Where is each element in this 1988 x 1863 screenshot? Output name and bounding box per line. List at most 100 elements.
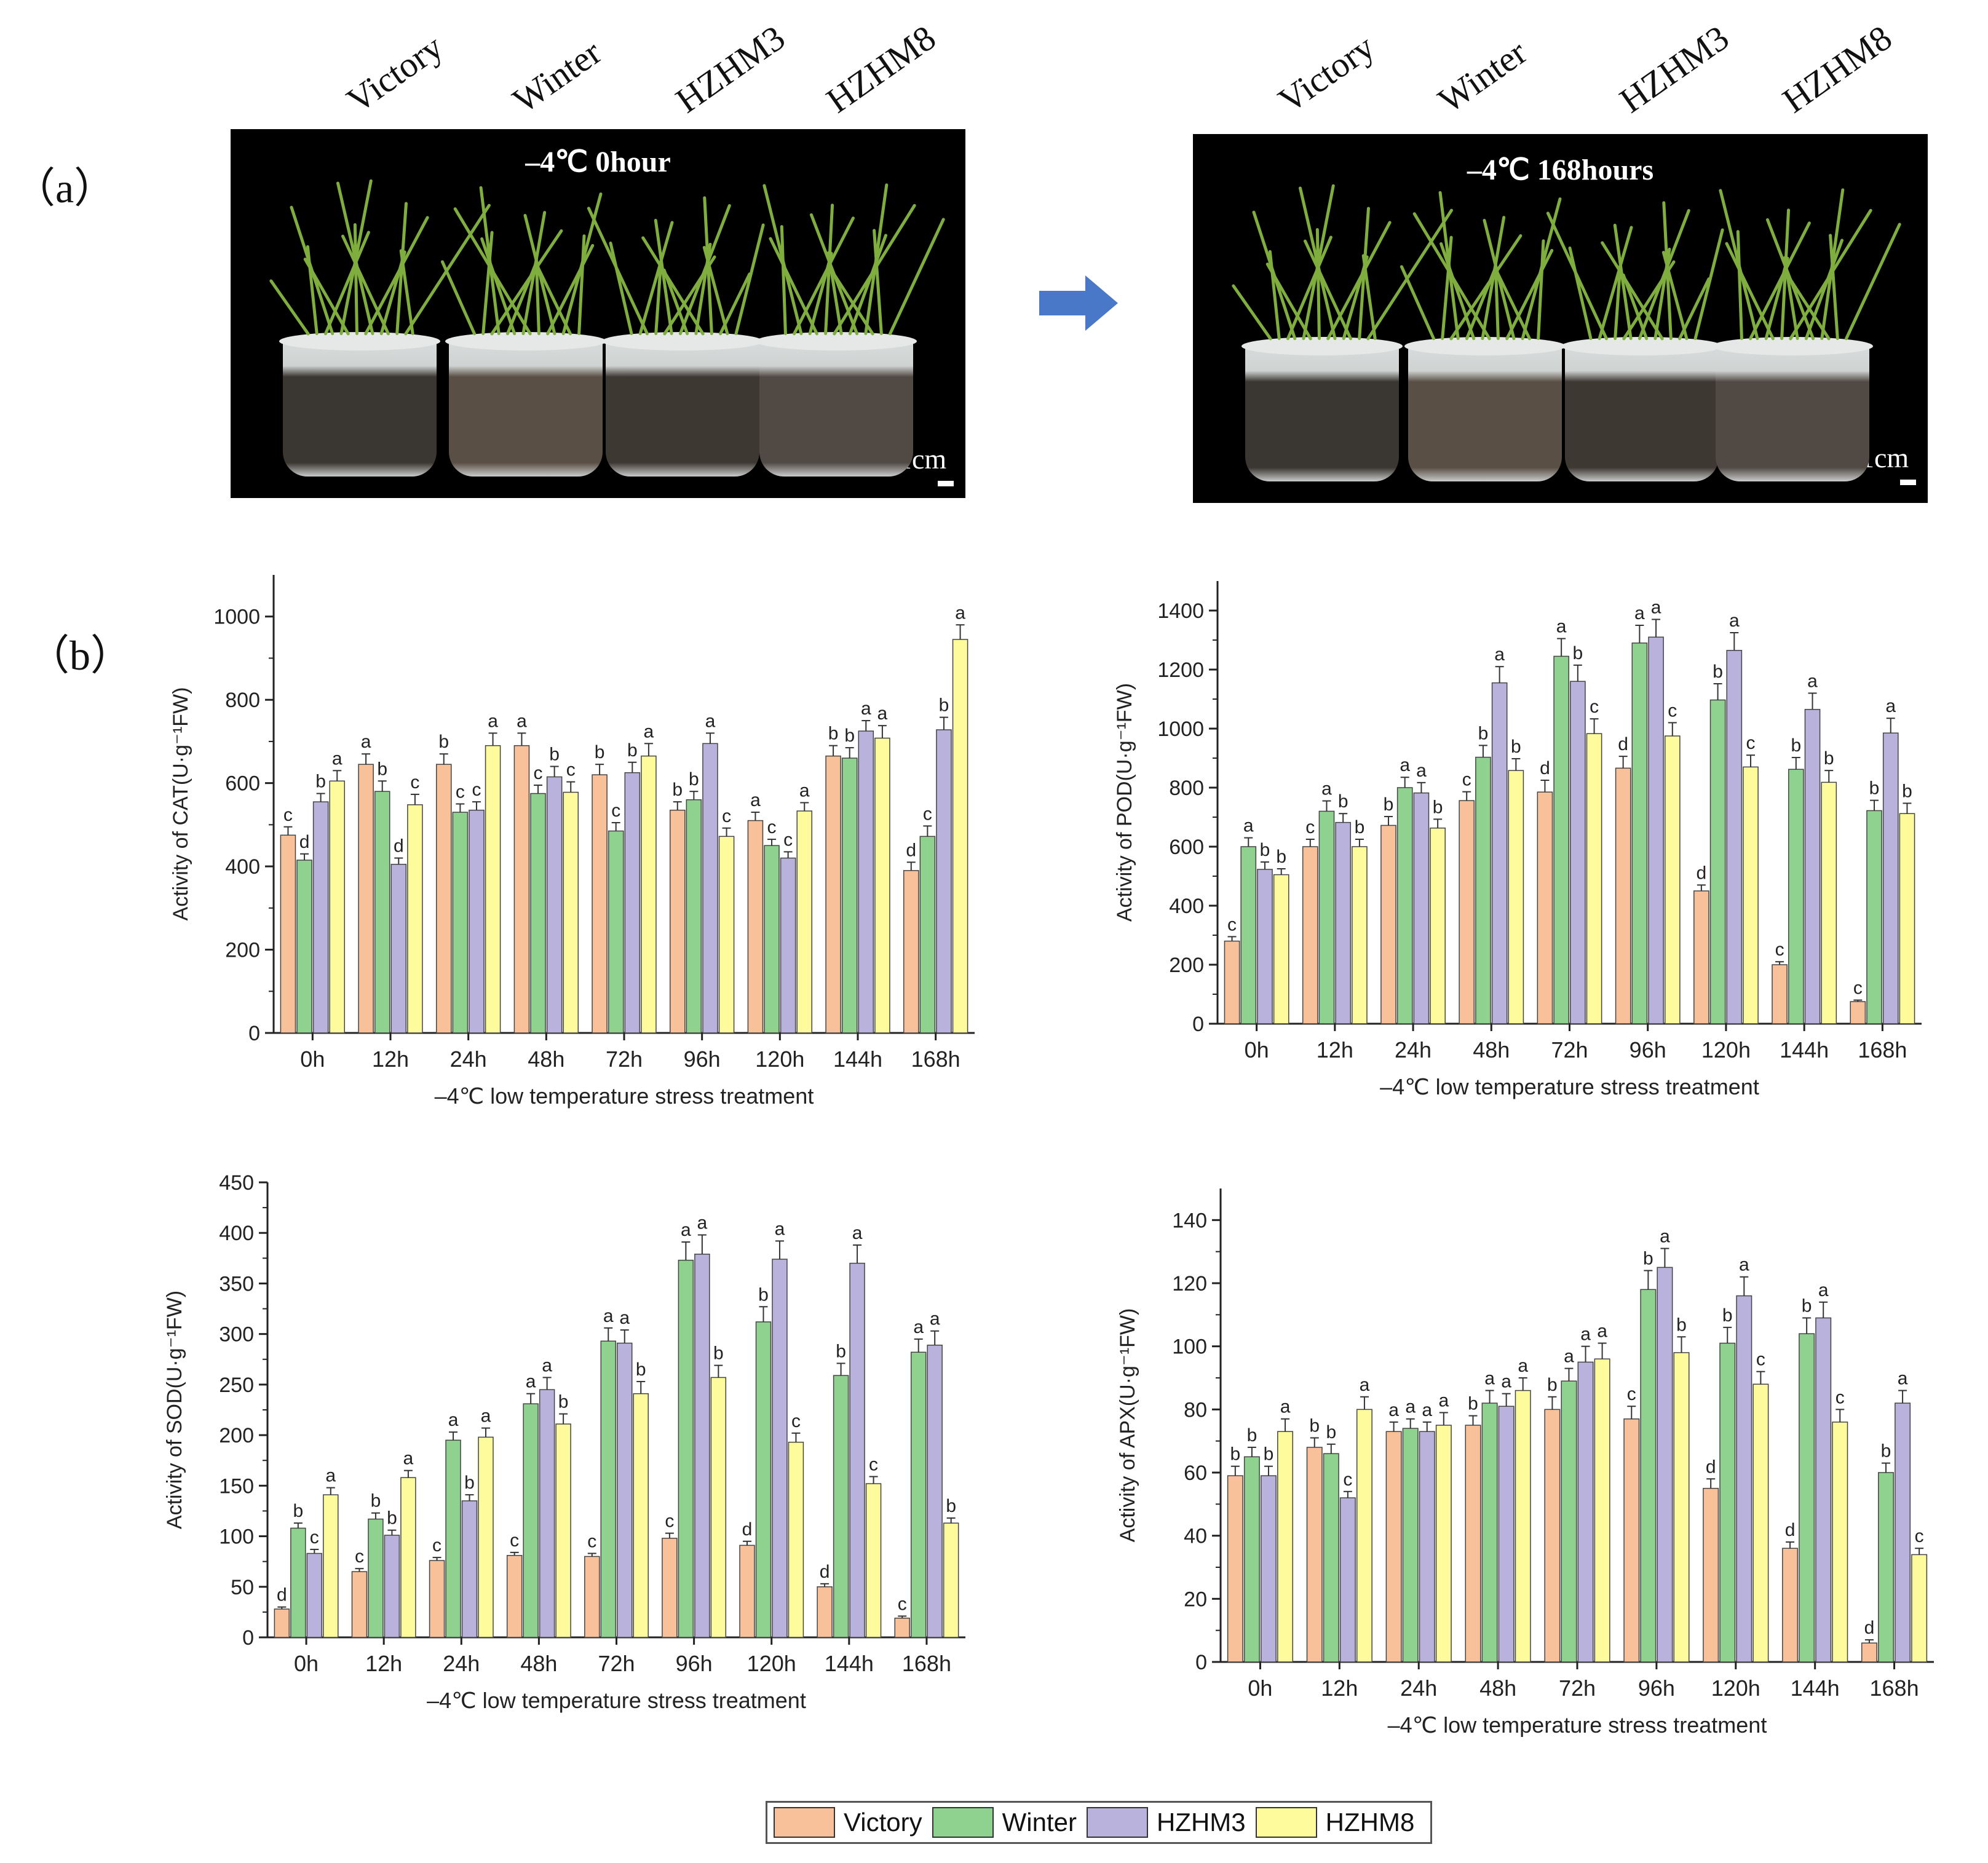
bar-hzhm3 [1726, 650, 1743, 1024]
bar-hzhm3 [312, 801, 329, 1034]
significance-letter: c [1668, 700, 1677, 721]
bar-hzhm8 [555, 1423, 571, 1638]
bar-victory [1459, 800, 1475, 1024]
significance-letter: b [315, 772, 326, 792]
significance-letter: c [722, 806, 731, 826]
bar-winter [452, 812, 469, 1034]
bar-winter [374, 791, 390, 1034]
bar-hzhm8 [788, 1441, 804, 1638]
bar-hzhm8 [1273, 874, 1289, 1024]
y-tick-label: 50 [231, 1576, 254, 1599]
grass-blade [440, 259, 477, 336]
x-tick-label: 168h [902, 1651, 951, 1676]
bar-winter [1402, 1428, 1419, 1663]
bar-winter [919, 836, 936, 1034]
bar-hzhm3 [1339, 1497, 1356, 1663]
bar-hzhm3 [1577, 1361, 1594, 1663]
bar-hzhm8 [718, 836, 735, 1034]
significance-letter: c [869, 1455, 878, 1475]
grass-blade [399, 249, 414, 336]
x-tick-label: 96h [1630, 1037, 1666, 1062]
bar-hzhm3 [1260, 1475, 1277, 1663]
significance-letter: a [1580, 1324, 1591, 1345]
significance-letter: d [1697, 863, 1707, 883]
y-tick-label: 200 [225, 939, 260, 962]
bar-victory [1465, 1425, 1481, 1663]
bar-hzhm3 [1882, 732, 1899, 1024]
significance-letter: d [1785, 1520, 1796, 1540]
bar-hzhm8 [407, 804, 423, 1034]
legend-label-hzhm3: HZHM3 [1156, 1808, 1246, 1837]
x-tick-label: 48h [1473, 1037, 1510, 1062]
significance-letter: c [1756, 1350, 1765, 1370]
plant-pot [449, 338, 603, 477]
y-tick-label: 0 [1195, 1651, 1207, 1674]
x-axis-title: –4℃ low temperature stress treatment [427, 1688, 806, 1713]
y-tick-label: 120 [1172, 1272, 1207, 1295]
significance-letter: a [930, 1309, 940, 1329]
bar-victory [1850, 1001, 1866, 1024]
significance-letter: b [1869, 778, 1880, 799]
bar-winter [755, 1321, 772, 1638]
bar-winter [600, 1340, 616, 1638]
significance-letter: a [705, 711, 716, 731]
significance-letter: b [672, 780, 683, 800]
grass-blade [1546, 211, 1609, 341]
y-tick-label: 1000 [213, 606, 260, 629]
significance-letter: c [611, 801, 620, 821]
x-tick-label: 168h [1870, 1675, 1919, 1701]
x-tick-label: 144h [1780, 1037, 1829, 1062]
significance-letter: a [1484, 1369, 1495, 1389]
bar-victory [506, 1555, 523, 1638]
significance-letter: b [1478, 723, 1489, 743]
bar-hzhm8 [1899, 813, 1915, 1024]
significance-letter: c [1746, 733, 1756, 753]
y-tick-label: 150 [219, 1474, 254, 1498]
legend-swatch-hzhm8 [1255, 1807, 1317, 1838]
bar-winter [296, 860, 312, 1034]
significance-letter: d [1540, 758, 1550, 778]
y-tick-label: 200 [1169, 954, 1204, 977]
significance-letter: b [1433, 797, 1443, 817]
y-tick-label: 80 [1184, 1398, 1207, 1422]
bar-victory [1224, 940, 1240, 1024]
bar-hzhm3 [936, 729, 952, 1034]
significance-letter: b [1264, 1444, 1274, 1465]
significance-letter: b [713, 1343, 724, 1364]
x-tick-label: 96h [1638, 1675, 1675, 1701]
bar-winter [764, 845, 780, 1034]
grass-blade [341, 234, 390, 336]
significance-letter: d [742, 1519, 753, 1540]
significance-letter: b [627, 740, 638, 761]
bar-winter [1799, 1333, 1815, 1663]
bar-hzhm8 [485, 745, 501, 1034]
plant-pot-rim [756, 332, 917, 350]
bar-hzhm3 [1419, 1431, 1435, 1663]
significance-letter: a [1400, 755, 1410, 775]
x-tick-label: 12h [1321, 1675, 1358, 1701]
plant-pot-rim [1561, 337, 1722, 355]
significance-letter: a [861, 698, 871, 719]
bar-victory [1782, 1548, 1799, 1663]
significance-letter: a [1243, 816, 1254, 836]
significance-letter: b [1511, 737, 1521, 757]
bar-winter [1323, 1453, 1339, 1663]
grass-blade [768, 236, 819, 336]
bar-hzhm3 [858, 730, 874, 1034]
plant-pot-rim [1404, 337, 1566, 355]
bar-winter [1553, 655, 1569, 1024]
bar-hzhm8 [563, 791, 579, 1034]
grass-blade [1537, 239, 1545, 341]
bar-victory [894, 1618, 910, 1638]
y-tick-label: 200 [219, 1424, 254, 1447]
bar-winter [1243, 1456, 1260, 1663]
cultivar-label-winter: Winter [505, 31, 609, 121]
significance-letter: a [799, 780, 810, 801]
bar-hzhm3 [702, 743, 718, 1034]
bar-victory [1772, 964, 1788, 1024]
significance-letter: b [689, 769, 699, 789]
significance-letter: c [283, 805, 293, 825]
bar-victory [817, 1586, 833, 1638]
significance-letter: a [542, 1355, 552, 1375]
x-tick-label: 144h [825, 1651, 874, 1676]
